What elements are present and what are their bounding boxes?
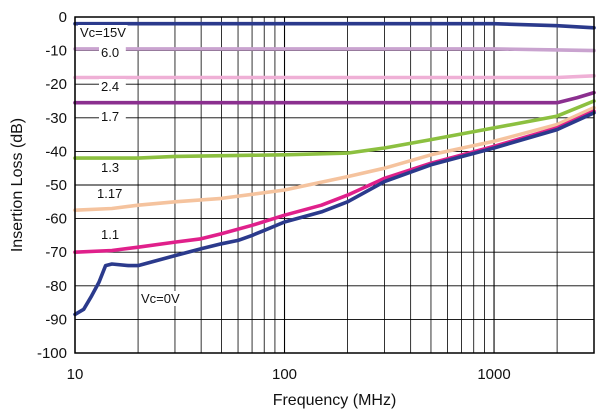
series-label: Vc=15V (80, 25, 126, 40)
series-line (75, 93, 594, 103)
series-line (75, 76, 594, 78)
y-axis-label: Insertion Loss (dB) (9, 118, 26, 252)
y-tick-label: -50 (45, 177, 67, 194)
y-tick-label: -30 (45, 110, 67, 127)
series-line (75, 49, 594, 51)
y-tick-label: -90 (45, 311, 67, 328)
y-tick-label: -20 (45, 76, 67, 93)
series-line (75, 24, 594, 28)
series-label: Vc=0V (141, 291, 180, 306)
y-tick-label: -100 (37, 345, 67, 362)
y-axis-ticks: 0 -10 -20 -30 -40 -50 -60 -70 -80 -90 -100 (37, 9, 67, 362)
x-tick-label: 10 (67, 366, 84, 383)
series-label: 1.3 (101, 160, 119, 175)
series-lines (75, 24, 594, 315)
series-line (75, 111, 594, 252)
series-line (75, 101, 594, 158)
x-axis-ticks: 10 100 1000 (67, 366, 511, 383)
x-tick-label: 1000 (477, 366, 510, 383)
y-tick-label: -80 (45, 278, 67, 295)
series-label: 1.1 (101, 227, 119, 242)
y-tick-label: 0 (59, 9, 67, 26)
x-tick-label: 100 (272, 366, 297, 383)
series-label: 6.0 (101, 45, 119, 60)
y-tick-label: -60 (45, 211, 67, 228)
y-tick-label: -70 (45, 244, 67, 261)
series-line (75, 113, 594, 315)
series-label: 1.7 (101, 109, 119, 124)
x-axis-label: Frequency (MHz) (273, 392, 397, 409)
series-label: 1.17 (97, 186, 122, 201)
series-label: 2.4 (101, 79, 119, 94)
y-tick-label: -40 (45, 143, 67, 160)
y-tick-label: -10 (45, 43, 67, 60)
